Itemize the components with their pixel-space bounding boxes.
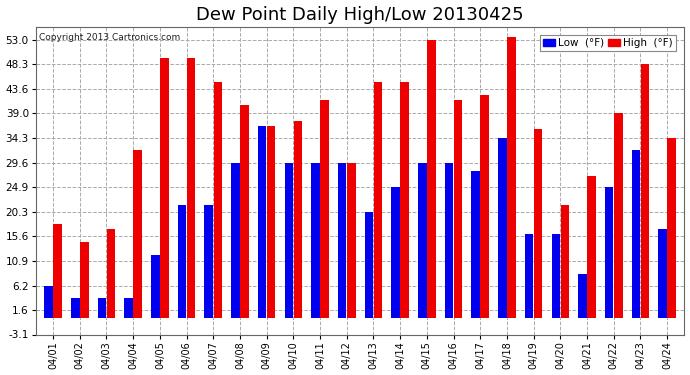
Bar [454, 100, 462, 318]
Bar [400, 82, 409, 318]
Bar [631, 150, 640, 318]
Bar [98, 298, 106, 318]
Bar [80, 242, 88, 318]
Bar [294, 121, 302, 318]
Bar [267, 126, 275, 318]
Bar [347, 163, 355, 318]
Bar [525, 234, 533, 318]
Bar [560, 205, 569, 318]
Bar [427, 40, 435, 318]
Bar [151, 255, 159, 318]
Bar [480, 95, 489, 318]
Bar [605, 187, 613, 318]
Bar [231, 163, 239, 318]
Title: Dew Point Daily High/Low 20130425: Dew Point Daily High/Low 20130425 [196, 6, 524, 24]
Bar [178, 205, 186, 318]
Bar [498, 138, 506, 318]
Bar [53, 224, 62, 318]
Bar [507, 37, 515, 318]
Text: Copyright 2013 Cartronics.com: Copyright 2013 Cartronics.com [39, 33, 180, 42]
Bar [640, 64, 649, 318]
Bar [284, 163, 293, 318]
Bar [445, 163, 453, 318]
Bar [258, 126, 266, 318]
Bar [391, 188, 400, 318]
Bar [614, 113, 622, 318]
Bar [311, 163, 319, 318]
Bar [667, 138, 676, 318]
Bar [107, 229, 115, 318]
Bar [471, 171, 480, 318]
Bar [534, 129, 542, 318]
Bar [374, 82, 382, 318]
Bar [587, 176, 596, 318]
Bar [204, 205, 213, 318]
Bar [160, 58, 168, 318]
Bar [551, 234, 560, 318]
Bar [213, 82, 222, 318]
Bar [44, 286, 53, 318]
Bar [240, 105, 249, 318]
Bar [364, 211, 373, 318]
Legend: Low  (°F), High  (°F): Low (°F), High (°F) [540, 35, 676, 51]
Bar [658, 229, 667, 318]
Bar [187, 58, 195, 318]
Bar [71, 298, 79, 318]
Bar [133, 150, 142, 318]
Bar [320, 100, 329, 318]
Bar [578, 273, 586, 318]
Bar [418, 163, 426, 318]
Bar [338, 163, 346, 318]
Bar [124, 298, 133, 318]
